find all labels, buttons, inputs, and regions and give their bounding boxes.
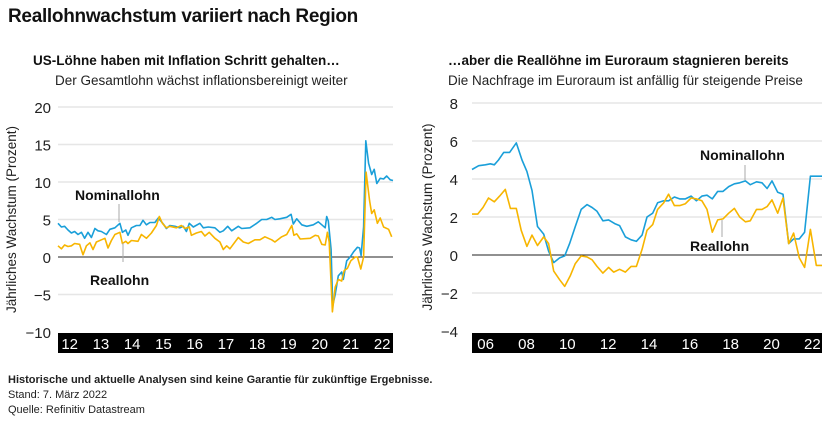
x-tick-label: 15: [155, 336, 172, 353]
y-tick-label: 0: [450, 248, 458, 265]
y-tick-label: 20: [34, 100, 51, 117]
y-tick-label: −4: [441, 324, 458, 341]
x-tick-label: 10: [559, 336, 576, 353]
footer-disclaimer: Historische und aktuelle Analysen sind k…: [8, 374, 433, 386]
y-tick-label: 0: [43, 250, 51, 267]
y-tick-label: 10: [34, 175, 51, 192]
x-tick-label: 22: [804, 336, 821, 353]
series-line-real: [57, 171, 393, 313]
series-line-nominal: [471, 142, 822, 264]
x-tick-label: 20: [763, 336, 780, 353]
chart-us: −10 −5 0 5 10 15 20 Jährliches Wachstum (Prozen…: [4, 100, 394, 353]
x-tick-label: 13: [93, 336, 110, 353]
chart-euro: −4 −2 0 2 4 6 8 Jährliches Wachstum (Prozent) 06…: [420, 96, 822, 353]
chart-euro-title: …aber die Reallöhne im Euroraum stagnier…: [448, 53, 789, 68]
series-label: Reallohn: [90, 272, 149, 288]
x-tick-label: 16: [186, 336, 203, 353]
x-tick-label: 17: [218, 336, 235, 353]
y-tick-label: −5: [34, 288, 51, 305]
x-tick-label: 18: [249, 336, 266, 353]
series-line-real: [472, 188, 822, 288]
y-tick-label: 5: [43, 213, 51, 230]
x-tick-label: 06: [477, 336, 494, 353]
series-label: Reallohn: [690, 238, 749, 254]
x-tick-label: 12: [61, 336, 78, 353]
y-tick-label: 15: [34, 138, 51, 155]
page-title: Reallohnwachstum variiert nach Region: [8, 6, 358, 27]
chart-us-subtitle: Der Gesamtlohn wächst inflationsbereinig…: [55, 73, 348, 88]
x-tick-label: 14: [641, 336, 658, 353]
y-tick-label: 2: [450, 210, 458, 227]
y-tick-label: −2: [441, 286, 458, 303]
x-tick-label: 20: [311, 336, 328, 353]
x-tick-label: 08: [518, 336, 535, 353]
footer-source: Quelle: Refinitiv Datastream: [8, 404, 145, 416]
footer-date: Stand: 7. März 2022: [8, 389, 108, 401]
chart-euro-subtitle: Die Nachfrage im Euroraum ist anfällig f…: [448, 73, 803, 88]
series-label: Nominallohn: [75, 187, 160, 203]
y-axis-label: Jährliches Wachstum (Prozent): [420, 123, 435, 310]
y-tick-label: 6: [450, 134, 458, 151]
x-tick-label: 19: [280, 336, 297, 353]
x-axis-band: [472, 333, 822, 353]
x-tick-label: 18: [722, 336, 739, 353]
x-tick-label: 16: [681, 336, 698, 353]
x-axis-band: [58, 333, 393, 353]
x-tick-label: 22: [374, 336, 391, 353]
chart-us-title: US-Löhne haben mit Inflation Schritt geh…: [33, 53, 340, 68]
x-tick-label: 12: [600, 336, 617, 353]
y-tick-label: 8: [450, 96, 458, 113]
y-tick-label: 4: [450, 172, 458, 189]
x-tick-label: 14: [124, 336, 141, 353]
series-label: Nominallohn: [700, 147, 785, 163]
y-axis-label: Jährliches Wachstum (Prozent): [4, 126, 19, 313]
x-tick-label: 21: [343, 336, 360, 353]
series-line-nominal: [57, 140, 394, 307]
y-tick-label: −10: [26, 325, 51, 342]
